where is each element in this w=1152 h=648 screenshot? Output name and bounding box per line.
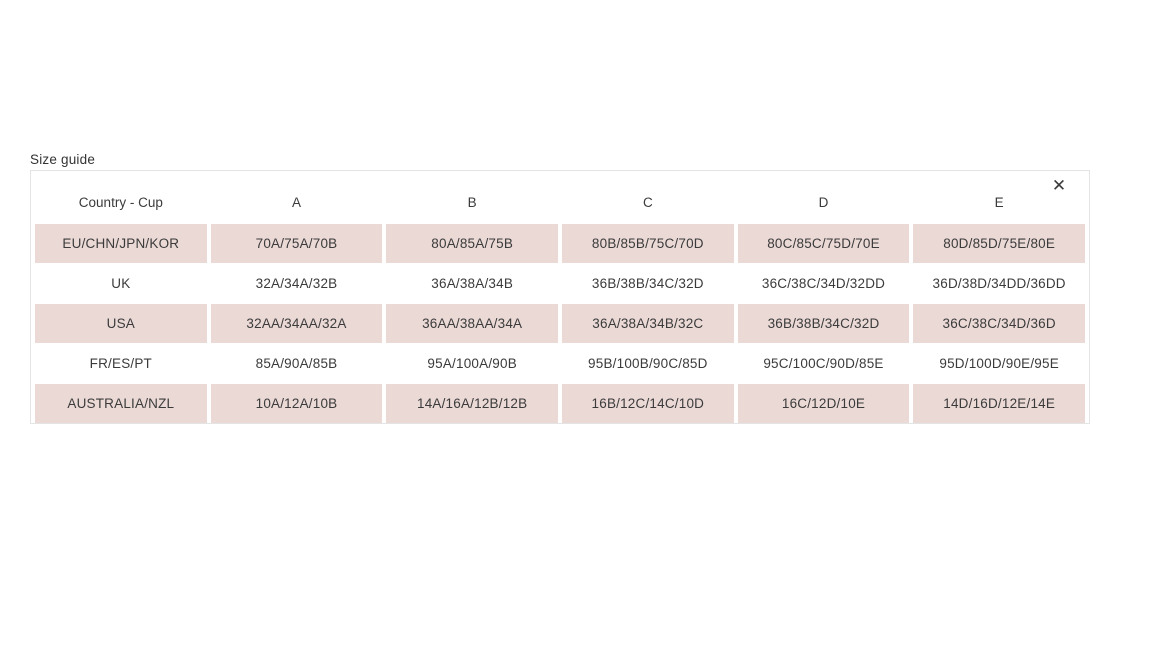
country-cell: UK xyxy=(35,264,207,303)
column-header-c: C xyxy=(642,194,653,210)
size-cell: 10A/12A/10B xyxy=(210,384,383,423)
size-cell: 95D/100D/90E/95E xyxy=(913,344,1085,383)
size-guide-title: Size guide xyxy=(30,152,96,167)
size-cell: 80C/85C/75D/70E xyxy=(737,224,910,263)
size-cell: 16B/12C/14C/10D xyxy=(562,384,734,423)
size-cell: 14D/16D/12E/14E xyxy=(913,384,1085,423)
size-cell: 95C/100C/90D/85E xyxy=(737,344,910,383)
size-cell: 36A/38A/34B/32C xyxy=(562,304,734,343)
size-cell: 36AA/38AA/34A xyxy=(386,304,558,343)
size-cell: 14A/16A/12B/12B xyxy=(386,384,558,423)
country-cell: FR/ES/PT xyxy=(35,344,207,383)
size-cell: 80B/85B/75C/70D xyxy=(562,224,734,263)
size-cell: 36C/38C/34D/32DD xyxy=(737,264,910,303)
close-icon: ✕ xyxy=(1051,176,1067,196)
country-cell: EU/CHN/JPN/KOR xyxy=(35,224,207,263)
column-header-a: A xyxy=(291,194,301,210)
size-cell: 36B/38B/34C/32D xyxy=(737,304,910,343)
size-cell: 32AA/34AA/32A xyxy=(210,304,383,343)
size-cell: 32A/34A/32B xyxy=(210,264,383,303)
country-cell: AUSTRALIA/NZL xyxy=(35,384,207,423)
country-cell: USA xyxy=(35,304,207,343)
column-header-e: E xyxy=(994,194,1004,210)
size-cell: 80D/85D/75E/80E xyxy=(913,224,1085,263)
size-cell: 36D/38D/34DD/36DD xyxy=(913,264,1085,303)
size-cell: 95B/100B/90C/85D xyxy=(562,344,734,383)
column-header-country-cup: Country - Cup xyxy=(78,194,163,210)
size-table: Country - Cup A B C D E EU/CHN/JPN/KOR 7… xyxy=(35,171,1085,423)
size-cell: 36A/38A/34B xyxy=(386,264,558,303)
size-cell: 85A/90A/85B xyxy=(210,344,383,383)
column-header-b: B xyxy=(467,194,477,210)
close-button[interactable]: ✕ xyxy=(1048,175,1070,197)
size-cell: 16C/12D/10E xyxy=(737,384,910,423)
size-cell: 36C/38C/34D/36D xyxy=(913,304,1085,343)
size-cell: 95A/100A/90B xyxy=(386,344,558,383)
size-cell: 36B/38B/34C/32D xyxy=(562,264,734,303)
size-cell: 80A/85A/75B xyxy=(386,224,558,263)
size-guide-dialog: ✕ Country - Cup A B C D E EU/CHN/JPN/KOR… xyxy=(30,170,1090,424)
size-cell: 70A/75A/70B xyxy=(210,224,383,263)
column-header-d: D xyxy=(818,194,829,210)
